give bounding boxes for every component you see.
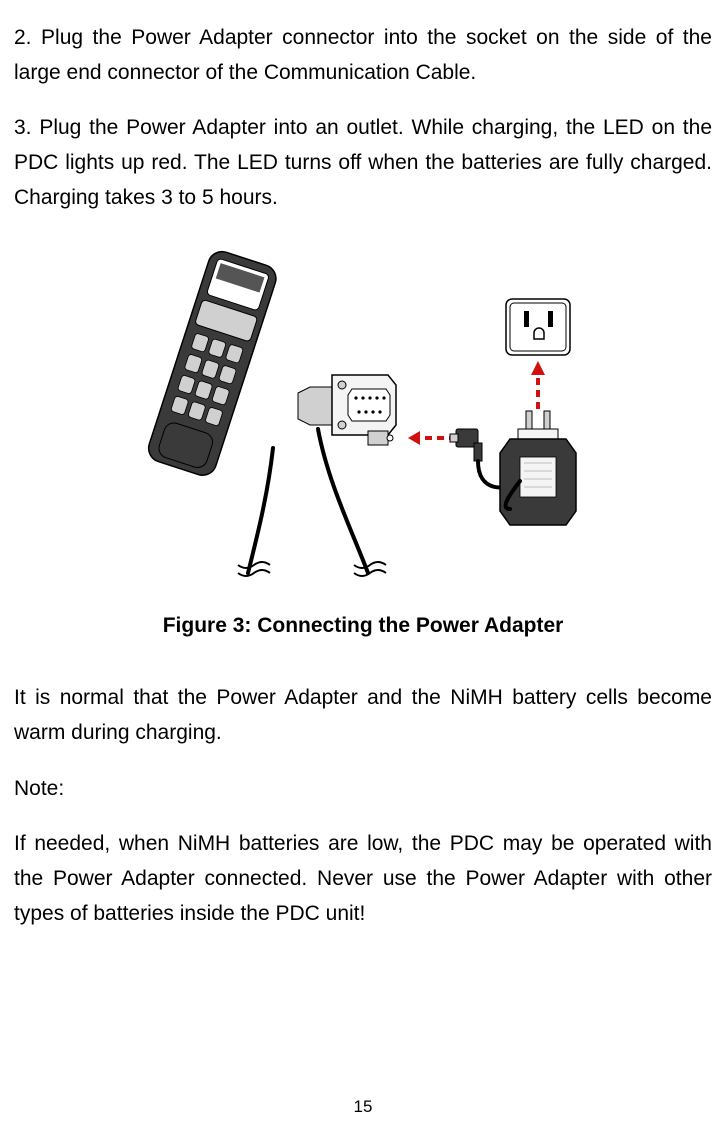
after-figure-text: It is normal that the Power Adapter and … xyxy=(14,681,712,750)
page-number: 15 xyxy=(0,1093,726,1121)
note-label: Note: xyxy=(14,772,712,807)
figure-3-caption: Figure 3: Connecting the Power Adapter xyxy=(14,609,712,644)
note-body: If needed, when NiMH batteries are low, … xyxy=(14,827,712,931)
figure-3-svg xyxy=(118,233,608,583)
page-container: 2. Plug the Power Adapter connector into… xyxy=(0,21,726,1131)
step-2-text: 2. Plug the Power Adapter connector into… xyxy=(14,21,712,90)
step-3-text: 3. Plug the Power Adapter into an outlet… xyxy=(14,111,712,215)
figure-3-container xyxy=(14,233,712,595)
